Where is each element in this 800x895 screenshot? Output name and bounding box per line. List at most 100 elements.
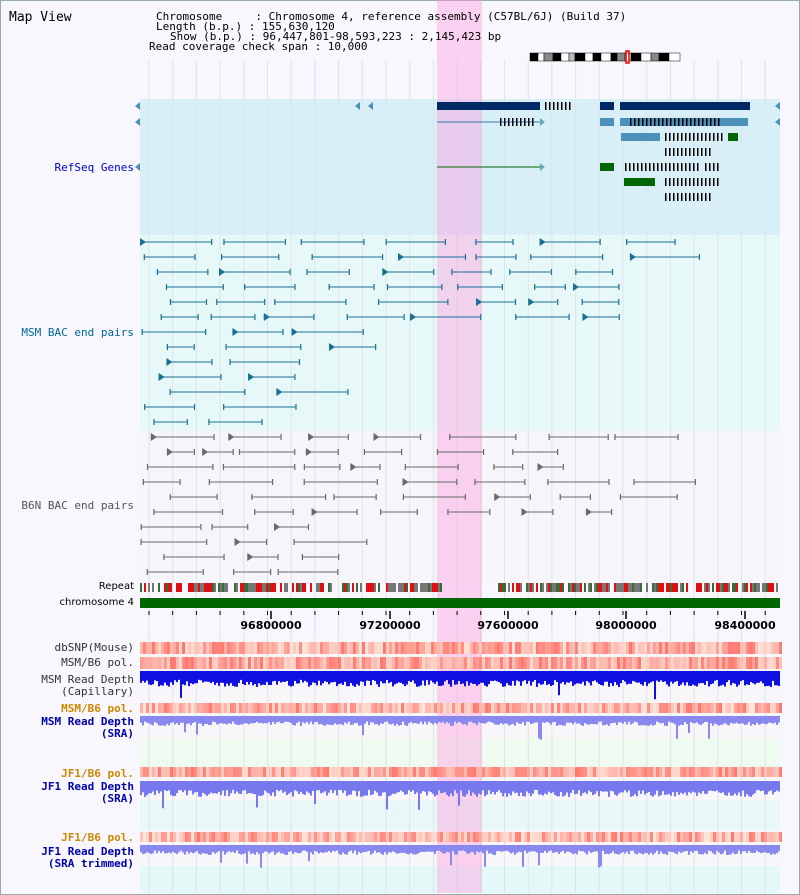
repeat-element xyxy=(322,583,324,592)
pol-heat-cell xyxy=(536,767,539,777)
depth-bar xyxy=(348,716,350,722)
depth-bar xyxy=(658,716,660,723)
depth-bar xyxy=(602,781,604,792)
repeat-element xyxy=(698,583,700,592)
repeat-element xyxy=(218,583,220,592)
pol-heat-cell xyxy=(323,767,326,777)
pol-heat-cell xyxy=(194,642,197,654)
depth-bar xyxy=(346,781,348,797)
exon-tick xyxy=(532,118,534,126)
depth-bar xyxy=(166,716,168,725)
repeat-element xyxy=(744,583,746,592)
pol-heat-cell xyxy=(491,657,494,669)
track-label-msm-pol-2[interactable]: MSM/B6 pol. xyxy=(61,702,134,715)
depth-bar xyxy=(208,716,210,726)
exon-tick xyxy=(669,133,671,141)
depth-bar xyxy=(454,716,456,722)
depth-bar xyxy=(536,781,538,790)
repeat-element xyxy=(628,583,630,592)
depth-bar xyxy=(246,845,248,864)
depth-bar xyxy=(518,845,520,852)
track-label-dbsnp[interactable]: dbSNP(Mouse) xyxy=(54,641,134,654)
depth-bar xyxy=(354,781,356,791)
depth-bar xyxy=(300,781,302,792)
track-label-jf1-depth-trim[interactable]: JF1 Read Depth (SRA trimmed) xyxy=(0,846,134,870)
pol-heat-cell xyxy=(509,832,512,842)
repeat-element xyxy=(438,583,440,592)
track-label-msm-depth-sra[interactable]: MSM Read Depth (SRA) xyxy=(0,716,134,740)
bac-end-tick xyxy=(254,314,256,320)
pol-heat-cell xyxy=(326,767,329,777)
depth-bar xyxy=(650,671,652,683)
pol-heat-cell xyxy=(272,703,275,713)
track-label-refseq[interactable]: RefSeq Genes xyxy=(54,161,134,174)
depth-bar xyxy=(720,716,722,725)
depth-bar xyxy=(488,671,490,685)
depth-bar xyxy=(678,781,680,795)
depth-bar xyxy=(550,716,552,725)
pol-heat-cell xyxy=(179,832,182,842)
depth-bar xyxy=(346,671,348,687)
depth-bar xyxy=(162,845,164,852)
depth-bar xyxy=(446,781,448,795)
pol-heat-cell xyxy=(311,703,314,713)
depth-bar xyxy=(598,716,600,722)
depth-bar xyxy=(500,845,502,852)
exon-tick xyxy=(697,178,699,186)
depth-bar xyxy=(718,845,720,853)
repeat-element xyxy=(674,583,676,592)
depth-bar xyxy=(338,716,340,725)
pol-heat-cell xyxy=(458,657,461,669)
depth-bar xyxy=(634,716,636,722)
depth-bar xyxy=(440,845,442,852)
repeat-element xyxy=(222,583,224,592)
track-label-msm-pol-1[interactable]: MSM/B6 pol. xyxy=(61,656,134,669)
track-label-jf1-depth-sra[interactable]: JF1 Read Depth (SRA) xyxy=(0,781,134,805)
depth-bar xyxy=(684,671,686,686)
depth-bar xyxy=(340,716,342,725)
depth-bar xyxy=(230,671,232,684)
pol-heat-cell xyxy=(476,767,479,777)
depth-bar xyxy=(276,845,278,854)
depth-bar xyxy=(652,845,654,855)
pol-heat-cell xyxy=(149,703,152,713)
depth-bar xyxy=(380,716,382,724)
depth-bar xyxy=(530,671,532,686)
depth-bar xyxy=(154,845,156,851)
pol-heat-cell xyxy=(629,832,632,842)
pol-heat-cell xyxy=(344,767,347,777)
pol-heat-cell xyxy=(596,703,599,713)
pol-heat-cell xyxy=(296,767,299,777)
pol-heat-cell xyxy=(230,767,233,777)
depth-bar xyxy=(486,716,488,723)
depth-bar xyxy=(294,671,296,681)
depth-bar xyxy=(738,845,740,851)
depth-bar xyxy=(358,845,360,853)
pol-heat-cell xyxy=(185,703,188,713)
pol-heat-cell xyxy=(695,832,698,842)
pol-heat-cell xyxy=(203,642,206,654)
track-label-msm-depth-cap[interactable]: MSM Read Depth (Capillary) xyxy=(0,674,134,698)
depth-bar xyxy=(584,845,586,853)
depth-bar xyxy=(336,845,338,851)
pol-heat-cell xyxy=(701,767,704,777)
depth-bar xyxy=(490,845,492,854)
repeat-element xyxy=(716,583,718,592)
bac-end-tick xyxy=(515,254,517,260)
pol-heat-cell xyxy=(626,703,629,713)
track-label-msm-bac[interactable]: MSM BAC end pairs xyxy=(21,326,134,339)
track-label-jf1-pol-1[interactable]: JF1/B6 pol. xyxy=(61,767,134,780)
depth-bar xyxy=(242,845,244,855)
repeat-element xyxy=(198,583,200,592)
depth-bar xyxy=(768,716,770,723)
depth-bar xyxy=(700,781,702,794)
repeat-element xyxy=(144,583,146,592)
track-label-b6n-bac[interactable]: B6N BAC end pairs xyxy=(21,499,134,512)
repeat-element xyxy=(498,583,500,592)
bac-end-tick xyxy=(490,269,492,275)
depth-bar xyxy=(730,671,732,686)
track-label-jf1-pol-2[interactable]: JF1/B6 pol. xyxy=(61,831,134,844)
pol-heat-cell xyxy=(407,642,410,654)
depth-bar xyxy=(544,671,546,681)
